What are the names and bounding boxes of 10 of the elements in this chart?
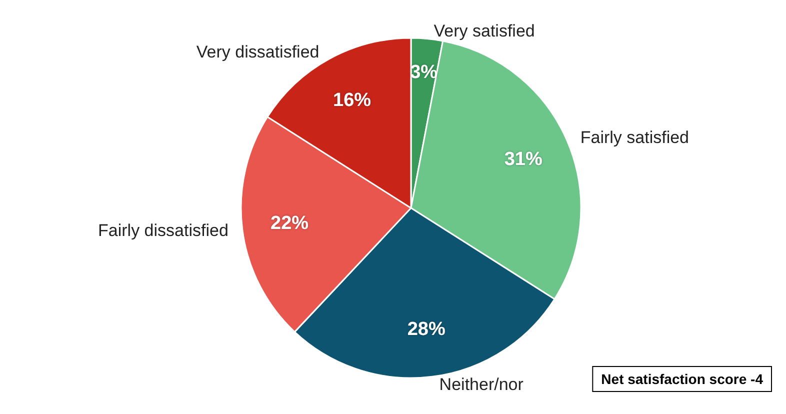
slice-label: Fairly dissatisfied <box>98 220 228 240</box>
slice-label: Neither/nor <box>439 375 524 394</box>
slice-label: Fairly satisfied <box>580 128 689 147</box>
data-label: 31% <box>504 148 542 170</box>
data-label: 16% <box>333 90 372 112</box>
slice-label: Very dissatisfied <box>196 42 320 62</box>
slice-label: Very satisfied <box>434 21 535 40</box>
data-label: 22% <box>270 212 309 234</box>
data-label: 28% <box>407 318 446 340</box>
text: Net satisfaction score -4 <box>601 371 764 387</box>
